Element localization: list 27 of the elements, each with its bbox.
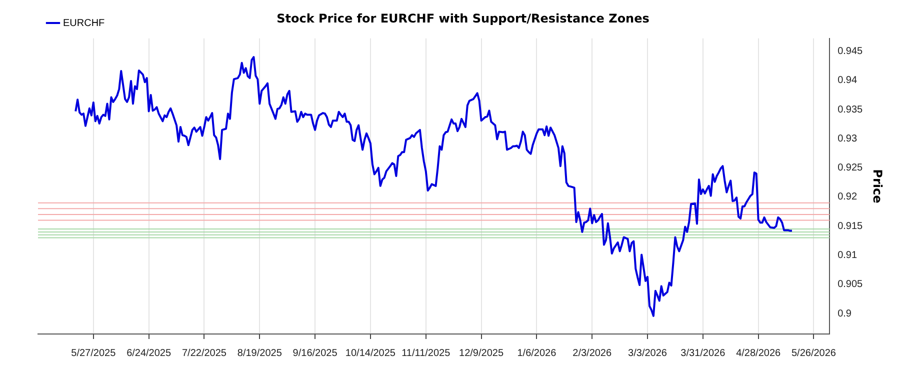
x-tick-label: 3/31/2026 — [680, 348, 726, 359]
x-tick-label: 2/3/2026 — [572, 348, 612, 359]
y-tick-label: 0.93 — [838, 133, 858, 144]
y-tick-label: 0.9 — [838, 308, 852, 320]
x-tick-label: 5/26/2026 — [791, 348, 836, 359]
y-axis-title: Price — [870, 169, 885, 204]
x-tick-label: 3/3/2026 — [628, 348, 668, 359]
y-tick-label: 0.915 — [838, 220, 864, 232]
y-tick-label: 0.92 — [838, 192, 858, 203]
x-tick-label: 9/16/2025 — [292, 348, 338, 359]
x-tick-label: 5/27/2025 — [71, 348, 116, 359]
x-tick-label: 1/6/2026 — [517, 348, 557, 359]
chart-title: Stock Price for EURCHF with Support/Resistance Zones — [276, 11, 650, 26]
x-tick-label: 10/14/2025 — [345, 348, 396, 359]
y-tick-label: 0.945 — [838, 46, 864, 57]
x-tick-label: 8/19/2025 — [237, 348, 282, 359]
y-tick-label: 0.925 — [838, 162, 864, 174]
y-tick-label: 0.905 — [838, 279, 864, 290]
y-tick-label: 0.935 — [838, 104, 864, 116]
x-tick-label: 4/28/2026 — [736, 348, 782, 359]
y-tick-label: 0.91 — [838, 250, 858, 262]
legend-label: EURCHF — [63, 18, 105, 29]
x-tick-label: 11/11/2025 — [402, 348, 451, 359]
x-tick-label: 7/22/2025 — [182, 348, 227, 359]
x-tick-label: 12/9/2025 — [459, 348, 504, 359]
y-tick-label: 0.94 — [838, 75, 858, 86]
x-tick-label: 6/24/2025 — [126, 348, 172, 359]
